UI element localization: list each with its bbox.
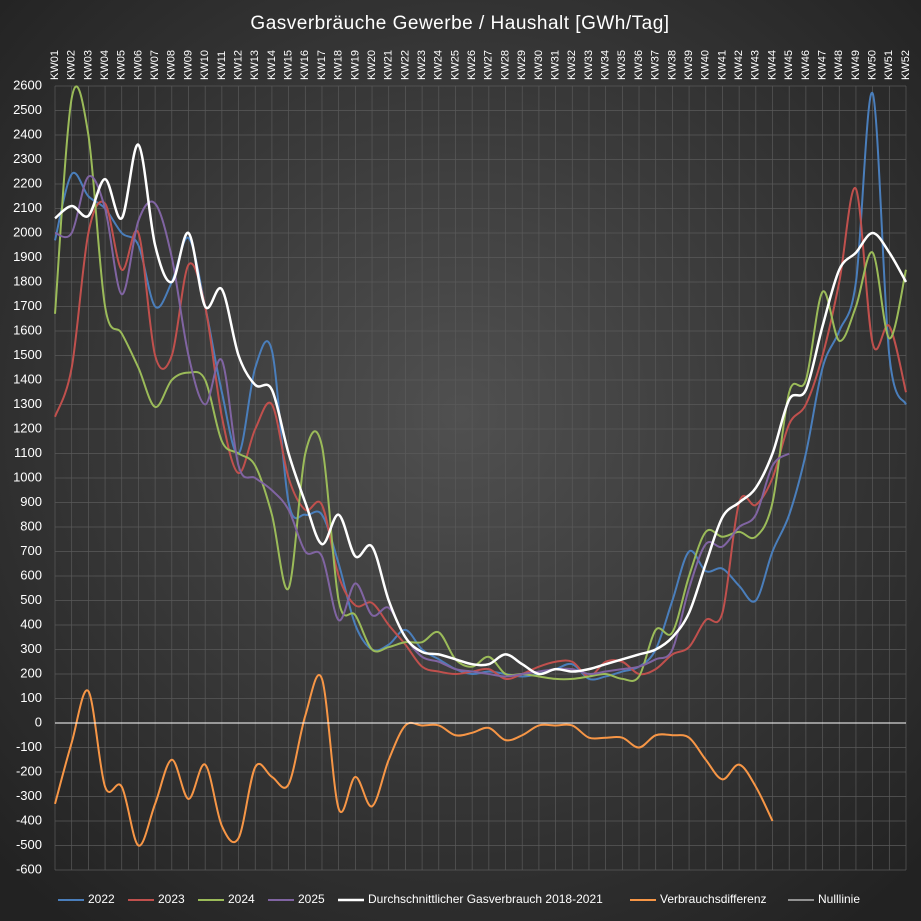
y-tick-label: -400 (16, 812, 42, 827)
y-tick-label: 300 (20, 641, 42, 656)
y-tick-label: 1200 (13, 420, 42, 435)
series-line (54, 143, 908, 676)
x-tick-label: KW09 (182, 50, 194, 80)
x-tick-label: KW30 (533, 50, 545, 80)
y-tick-label: 1300 (13, 396, 42, 411)
x-tick-label: KW21 (383, 50, 395, 80)
x-tick-label: KW12 (232, 50, 244, 80)
legend-label: Durchschnittlicher Gasverbrauch 2018-202… (368, 892, 603, 906)
y-tick-label: 100 (20, 690, 42, 705)
legend-label: 2025 (298, 892, 325, 906)
y-tick-label: 700 (20, 543, 42, 558)
x-tick-label: KW13 (249, 50, 261, 80)
legend-label: Verbrauchsdifferenz (660, 892, 767, 906)
y-tick-label: 800 (20, 518, 42, 533)
y-tick-label: 2100 (13, 200, 42, 215)
x-tick-label: KW38 (666, 50, 678, 80)
x-tick-label: KW40 (700, 50, 712, 80)
legend-label: Nulllinie (818, 892, 860, 906)
y-tick-label: 1000 (13, 469, 42, 484)
y-tick-label: 1100 (14, 445, 42, 460)
x-tick-label: KW19 (349, 50, 361, 80)
x-tick-label: KW43 (750, 50, 762, 80)
x-tick-label: KW32 (566, 50, 578, 80)
x-tick-label: KW25 (449, 50, 461, 80)
x-tick-label: KW36 (633, 50, 645, 80)
y-tick-label: 200 (20, 665, 42, 680)
legend-label: 2024 (228, 892, 255, 906)
y-tick-label: 1400 (13, 371, 42, 386)
y-tick-label: 2600 (13, 77, 42, 92)
x-tick-label: KW15 (283, 50, 295, 80)
y-tick-label: 500 (20, 592, 42, 607)
y-tick-label: 1600 (13, 322, 42, 337)
y-tick-label: 2000 (13, 224, 42, 239)
x-tick-label: KW48 (833, 50, 845, 80)
y-tick-label: 1700 (13, 298, 42, 313)
x-tick-label: KW04 (99, 50, 111, 80)
x-tick-label: KW42 (733, 50, 745, 80)
x-tick-label: KW07 (149, 50, 161, 80)
y-tick-label: -500 (16, 837, 42, 852)
x-tick-label: KW20 (366, 50, 378, 80)
y-tick-label: -600 (16, 861, 42, 876)
y-tick-label: 1500 (13, 347, 42, 362)
y-tick-label: -100 (16, 739, 42, 754)
y-tick-label: 900 (20, 494, 42, 509)
legend-label: 2022 (88, 892, 115, 906)
y-tick-label: -200 (16, 763, 42, 778)
x-tick-label: KW06 (132, 50, 144, 80)
x-tick-label: KW49 (850, 50, 862, 80)
y-tick-label: 2300 (13, 151, 42, 166)
series-line (54, 187, 907, 681)
x-tick-label: KW14 (266, 50, 278, 80)
x-tick-label: KW27 (483, 50, 495, 80)
y-tick-label: 2200 (13, 175, 42, 190)
legend-label: 2023 (158, 892, 185, 906)
x-tick-label: KW46 (800, 50, 812, 80)
y-tick-label: 2400 (13, 126, 42, 141)
x-tick-label: KW03 (82, 50, 94, 80)
x-tick-label: KW51 (883, 50, 895, 80)
x-tick-label: KW44 (766, 50, 778, 80)
y-tick-label: 400 (20, 616, 42, 631)
x-tick-label: KW29 (516, 50, 528, 80)
x-tick-label: KW31 (549, 50, 561, 80)
x-tick-label: KW33 (583, 50, 595, 80)
x-tick-label: KW08 (166, 50, 178, 80)
y-tick-label: 1800 (13, 273, 42, 288)
series-line (54, 674, 774, 847)
x-tick-label: KW16 (299, 50, 311, 80)
chart-title: Gasverbräuche Gewerbe / Haushalt [GWh/Ta… (250, 13, 669, 34)
x-tick-label: KW34 (600, 50, 612, 80)
x-tick-label: KW28 (499, 50, 511, 80)
x-tick-label: KW26 (466, 50, 478, 80)
x-tick-label: KW47 (816, 50, 828, 80)
y-tick-label: 2500 (13, 102, 42, 117)
x-tick-label: KW02 (66, 50, 78, 80)
y-tick-label: 0 (35, 714, 42, 729)
x-tick-label: KW01 (49, 50, 61, 80)
x-tick-label: KW39 (683, 50, 695, 80)
x-tick-label: KW22 (399, 50, 411, 80)
x-tick-label: KW45 (783, 50, 795, 80)
x-tick-label: KW10 (199, 50, 211, 80)
x-tick-label: KW41 (716, 50, 728, 80)
x-tick-label: KW18 (333, 50, 345, 80)
x-tick-label: KW24 (433, 50, 445, 80)
y-tick-label: 1900 (13, 249, 42, 264)
x-tick-label: KW37 (650, 50, 662, 80)
x-tick-label: KW11 (216, 51, 228, 80)
x-tick-label: KW17 (316, 50, 328, 80)
x-tick-label: KW35 (616, 50, 628, 80)
y-tick-label: 600 (20, 567, 42, 582)
x-tick-label: KW50 (867, 50, 879, 80)
y-tick-label: -300 (16, 788, 42, 803)
x-tick-label: KW05 (116, 50, 128, 80)
x-tick-label: KW23 (416, 50, 428, 80)
x-tick-label: KW52 (900, 50, 912, 80)
series-line (54, 85, 907, 682)
